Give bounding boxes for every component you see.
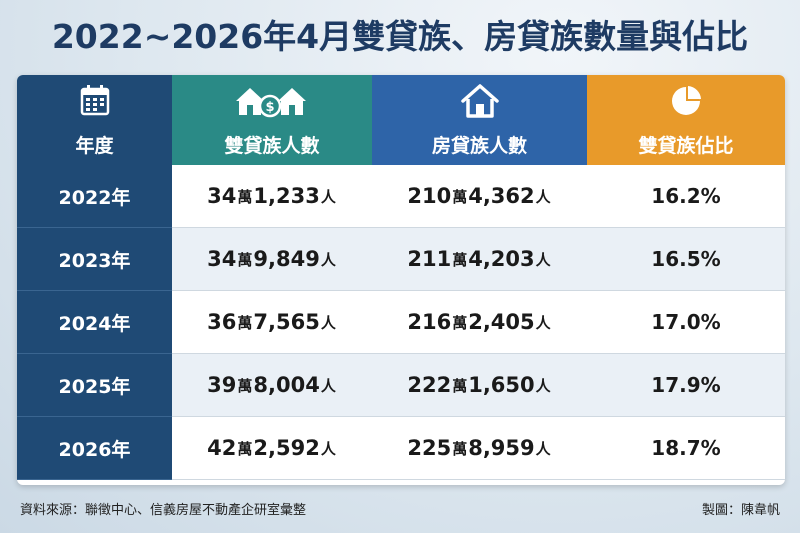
- unit-person: 人: [535, 313, 551, 332]
- data-table: 年度 $ 雙貸族人數 房貸族人數: [17, 75, 785, 485]
- mortgage-cell: 211 萬 4,203 人: [372, 228, 588, 291]
- ratio-cell: 16.2%: [587, 165, 785, 228]
- svg-text:$: $: [265, 100, 274, 115]
- mortgage-cell: 222 萬 1,650 人: [372, 354, 588, 417]
- dual-loan-ten-thousands: 39: [207, 373, 237, 397]
- header-year-label: 年度: [75, 135, 114, 157]
- year-cell: 2022年: [17, 165, 172, 228]
- unit-person: 人: [535, 187, 551, 206]
- page-title: 2022~2026年4月雙貸族、房貸族數量與佔比: [51, 17, 749, 56]
- unit-wan: 萬: [452, 250, 468, 269]
- house-icon: [372, 83, 587, 119]
- table-row: 2026年 42 萬 2,592 人 225 萬 8,959 人 18.7%: [17, 417, 785, 480]
- unit-wan: 萬: [452, 376, 468, 395]
- ratio-cell: 18.7%: [587, 417, 785, 480]
- table-row: 2024年 36 萬 7,565 人 216 萬 2,405 人 17.0%: [17, 291, 785, 354]
- mortgage-ten-thousands: 210: [407, 184, 452, 208]
- ratio-cell: 16.5%: [587, 228, 785, 291]
- year-cell: 2025年: [17, 354, 172, 417]
- unit-wan: 萬: [237, 439, 253, 458]
- mortgage-cell: 210 萬 4,362 人: [372, 165, 588, 228]
- header-ratio: 雙貸族佔比: [587, 75, 785, 165]
- mortgage-remainder: 4,203: [468, 247, 535, 271]
- mortgage-cell: 216 萬 2,405 人: [372, 291, 588, 354]
- mortgage-remainder: 2,405: [468, 310, 535, 334]
- table-row: 2022年 34 萬 1,233 人 210 萬 4,362 人 16.2%: [17, 165, 785, 228]
- mortgage-remainder: 4,362: [468, 184, 535, 208]
- header-mortgage: 房貸族人數: [372, 75, 587, 165]
- dual-loan-cell: 34 萬 9,849 人: [172, 228, 373, 291]
- unit-wan: 萬: [237, 187, 253, 206]
- year-cell: 2026年: [17, 417, 172, 480]
- dual-loan-cell: 42 萬 2,592 人: [172, 417, 373, 480]
- unit-wan: 萬: [452, 439, 468, 458]
- unit-person: 人: [320, 439, 336, 458]
- unit-person: 人: [320, 250, 336, 269]
- source-note: 資料來源：聯徵中心、信義房屋不動產企研室彙整: [20, 503, 307, 518]
- unit-wan: 萬: [452, 313, 468, 332]
- unit-person: 人: [320, 187, 336, 206]
- header-mortgage-label: 房貸族人數: [431, 135, 527, 157]
- houses-money-icon: $: [172, 83, 372, 119]
- mortgage-ten-thousands: 222: [407, 373, 452, 397]
- dual-loan-remainder: 1,233: [253, 184, 320, 208]
- year-cell: 2024年: [17, 291, 172, 354]
- dual-loan-ten-thousands: 42: [207, 436, 237, 460]
- unit-wan: 萬: [237, 250, 253, 269]
- unit-person: 人: [535, 250, 551, 269]
- dual-loan-remainder: 8,004: [253, 373, 320, 397]
- dual-loan-remainder: 7,565: [253, 310, 320, 334]
- dual-loan-cell: 36 萬 7,565 人: [172, 291, 373, 354]
- calendar-icon: [17, 83, 172, 119]
- unit-person: 人: [535, 439, 551, 458]
- mortgage-ten-thousands: 225: [407, 436, 452, 460]
- dual-loan-ten-thousands: 34: [207, 184, 237, 208]
- mortgage-remainder: 1,650: [468, 373, 535, 397]
- header-year: 年度: [17, 75, 172, 165]
- unit-wan: 萬: [237, 313, 253, 332]
- ratio-cell: 17.0%: [587, 291, 785, 354]
- unit-person: 人: [320, 313, 336, 332]
- dual-loan-ten-thousands: 36: [207, 310, 237, 334]
- dual-loan-cell: 39 萬 8,004 人: [172, 354, 373, 417]
- mortgage-remainder: 8,959: [468, 436, 535, 460]
- mortgage-ten-thousands: 216: [407, 310, 452, 334]
- mortgage-ten-thousands: 211: [407, 247, 452, 271]
- dual-loan-cell: 34 萬 1,233 人: [172, 165, 373, 228]
- unit-wan: 萬: [237, 376, 253, 395]
- unit-wan: 萬: [452, 187, 468, 206]
- header-dual-loan: $ 雙貸族人數: [172, 75, 372, 165]
- ratio-cell: 17.9%: [587, 354, 785, 417]
- unit-person: 人: [535, 376, 551, 395]
- dual-loan-ten-thousands: 34: [207, 247, 237, 271]
- mortgage-cell: 225 萬 8,959 人: [372, 417, 588, 480]
- table-row: 2023年 34 萬 9,849 人 211 萬 4,203 人 16.5%: [17, 228, 785, 291]
- header-ratio-label: 雙貸族佔比: [638, 135, 734, 157]
- credit-note: 製圖：陳韋帆: [701, 503, 780, 518]
- dual-loan-remainder: 2,592: [253, 436, 320, 460]
- year-cell: 2023年: [17, 228, 172, 291]
- pie-chart-icon: [587, 83, 785, 119]
- table-row: 2025年 39 萬 8,004 人 222 萬 1,650 人 17.9%: [17, 354, 785, 417]
- unit-person: 人: [320, 376, 336, 395]
- dual-loan-remainder: 9,849: [253, 247, 320, 271]
- header-dual-loan-label: 雙貸族人數: [224, 135, 320, 157]
